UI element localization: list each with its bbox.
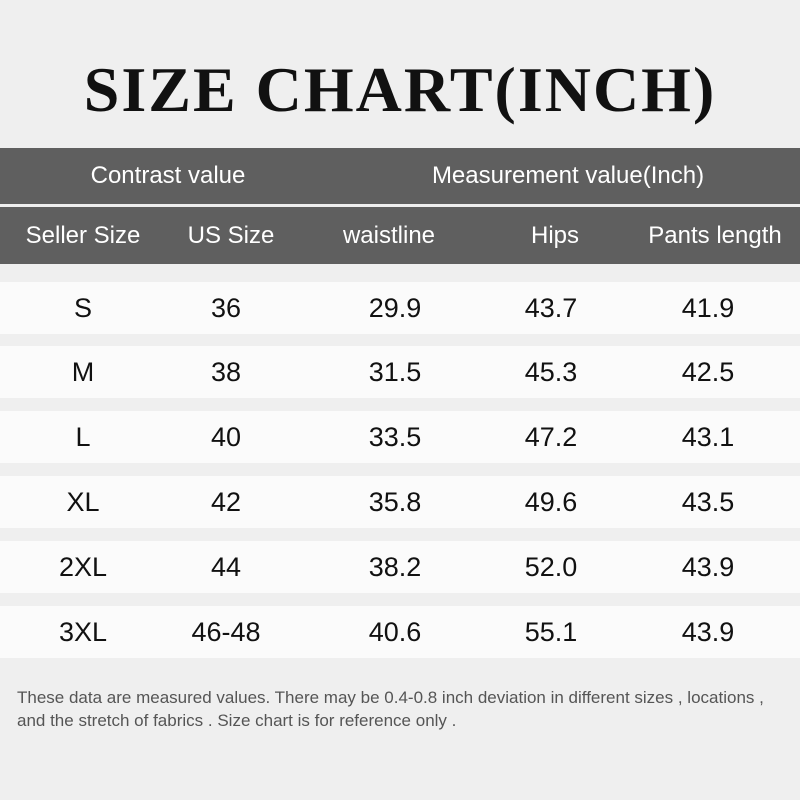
- cell-pants-length: 43.9: [681, 616, 735, 647]
- cell-us-size: 36: [210, 292, 242, 323]
- column-header-us-size: US Size: [187, 221, 275, 249]
- cell-pants-length: 43.9: [681, 551, 735, 582]
- cell-us-size: 40: [210, 421, 242, 452]
- table-row: 2XL 44 38.2 52.0 43.9: [0, 541, 800, 593]
- cell-us-size: 42: [210, 486, 242, 517]
- cell-seller-size: XL: [66, 486, 100, 517]
- header-group-row: Contrast value Measurement value(Inch): [0, 148, 800, 204]
- cell-pants-length: 43.1: [681, 421, 735, 452]
- table-row: XL 42 35.8 49.6 43.5: [0, 476, 800, 528]
- column-header-hips: Hips: [530, 221, 579, 249]
- cell-seller-size: L: [75, 421, 91, 452]
- table-row: L 40 33.5 47.2 43.1: [0, 411, 800, 463]
- cell-seller-size: 3XL: [58, 616, 108, 647]
- column-header-seller-size: Seller Size: [25, 221, 141, 249]
- cell-seller-size: M: [71, 356, 95, 387]
- table-row: S 36 29.9 43.7 41.9: [0, 282, 800, 334]
- cell-seller-size: 2XL: [58, 551, 108, 582]
- disclaimer-note: These data are measured values. There ma…: [17, 688, 764, 730]
- cell-pants-length: 41.9: [681, 292, 735, 323]
- cell-waistline: 35.8: [368, 486, 422, 517]
- cell-waistline: 38.2: [368, 551, 422, 582]
- cell-us-size: 44: [210, 551, 242, 582]
- cell-us-size: 46-48: [191, 616, 261, 647]
- cell-waistline: 29.9: [368, 292, 422, 323]
- cell-seller-size: S: [73, 292, 92, 323]
- cell-waistline: 31.5: [368, 356, 422, 387]
- cell-hips: 55.1: [524, 616, 578, 647]
- cell-hips: 49.6: [524, 486, 578, 517]
- cell-hips: 45.3: [524, 356, 578, 387]
- cell-hips: 52.0: [524, 551, 578, 582]
- column-header-row: Seller Size US Size waistline Hips Pants…: [0, 207, 800, 264]
- column-header-waistline: waistline: [342, 221, 436, 249]
- header-measurement-value: Measurement value(Inch): [431, 162, 705, 189]
- table-row: M 38 31.5 45.3 42.5: [0, 346, 800, 398]
- page-title: SIZE CHART(INCH): [83, 54, 717, 125]
- cell-hips: 43.7: [524, 292, 578, 323]
- cell-pants-length: 43.5: [681, 486, 735, 517]
- table-row: 3XL 46-48 40.6 55.1 43.9: [0, 606, 800, 658]
- column-header-pants-length: Pants length: [648, 221, 782, 249]
- header-contrast-value: Contrast value: [90, 162, 246, 189]
- cell-pants-length: 42.5: [681, 356, 735, 387]
- cell-hips: 47.2: [524, 421, 578, 452]
- cell-waistline: 40.6: [368, 616, 422, 647]
- cell-us-size: 38: [210, 356, 242, 387]
- cell-waistline: 33.5: [368, 421, 422, 452]
